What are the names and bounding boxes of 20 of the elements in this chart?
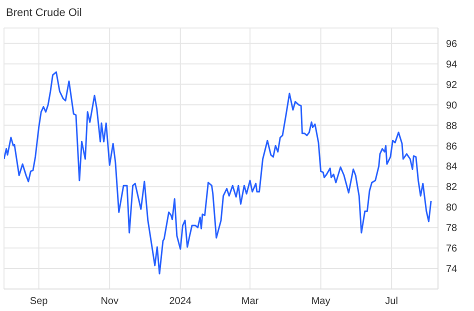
y-tick-label: 88: [446, 120, 458, 132]
y-tick-label: 78: [446, 223, 458, 234]
x-tick-label: Mar: [241, 296, 260, 308]
x-tick-label: Jul: [385, 296, 398, 308]
y-tick-label: 90: [446, 100, 458, 112]
y-tick-label: 84: [446, 162, 458, 173]
x-tick-label: May: [311, 296, 330, 308]
y-tick-label: 80: [446, 202, 458, 214]
y-tick-label: 92: [446, 80, 458, 91]
y-tick-label: 76: [446, 244, 458, 255]
line-series: [4, 71, 432, 274]
x-tick-label: 2024: [169, 296, 192, 308]
y-tick-label: 96: [446, 38, 458, 50]
y-tick-label: 82: [446, 182, 458, 194]
y-tick-label: 74: [446, 264, 458, 276]
x-tick-label: Sep: [30, 296, 48, 308]
x-tick-label: Nov: [100, 296, 118, 308]
chart-title: Brent Crude Oil: [6, 7, 82, 19]
y-tick-label: 86: [446, 141, 458, 152]
y-tick-label: 94: [446, 59, 458, 70]
